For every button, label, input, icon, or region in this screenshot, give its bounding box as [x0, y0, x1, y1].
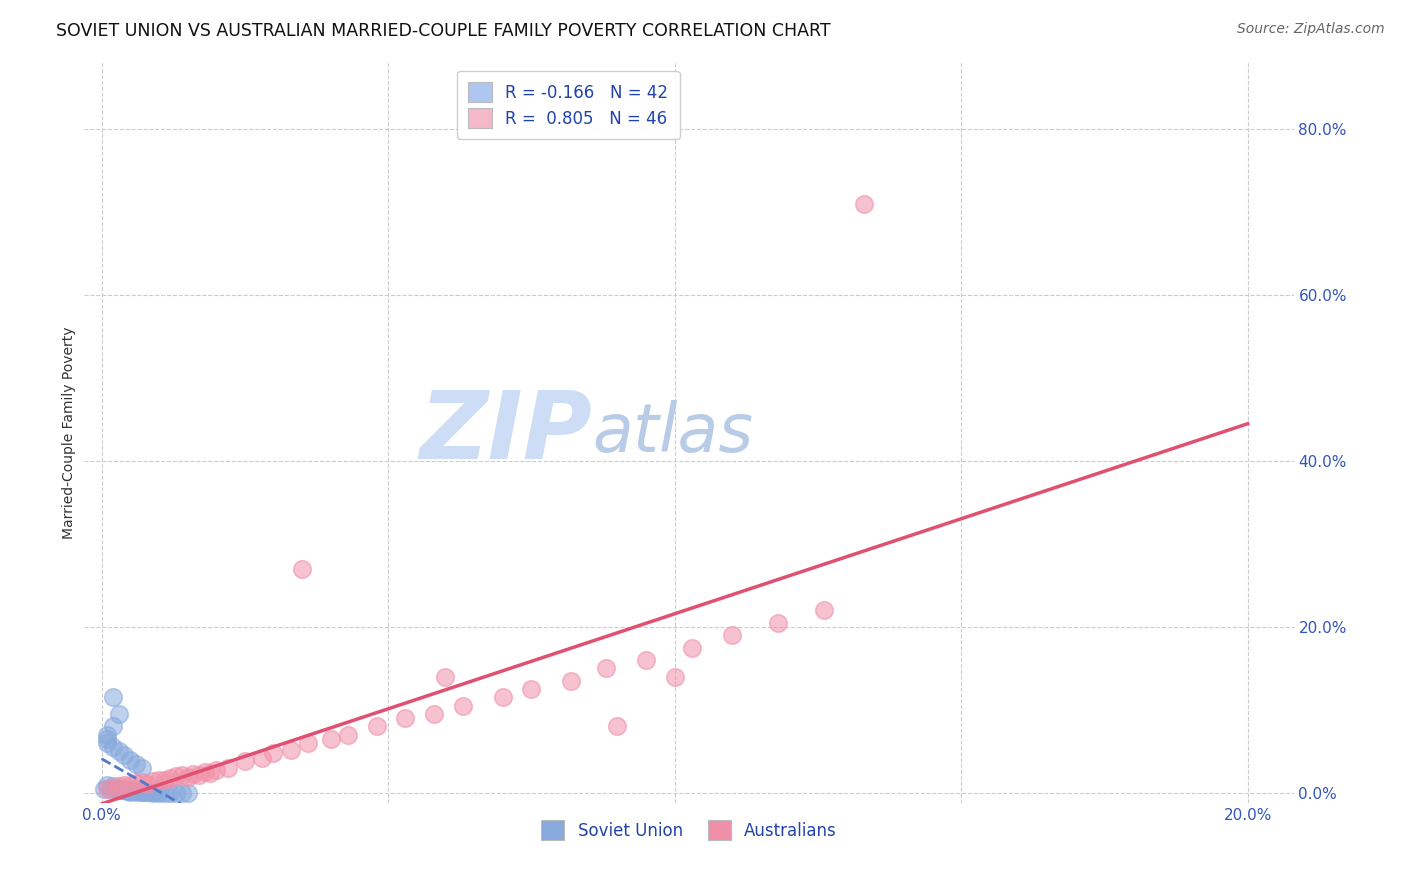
Point — [120, 753, 142, 767]
Point — [681, 640, 703, 655]
Point — [176, 770, 198, 784]
Point — [520, 682, 543, 697]
Point — [813, 603, 835, 617]
Point — [120, 778, 142, 792]
Point — [394, 711, 416, 725]
Point — [170, 786, 193, 800]
Point — [125, 776, 148, 790]
Point — [107, 779, 129, 793]
Point — [153, 786, 176, 800]
Point — [120, 784, 142, 798]
Point — [159, 771, 181, 785]
Point — [153, 772, 176, 787]
Point — [136, 785, 159, 799]
Point — [131, 785, 153, 799]
Text: atlas: atlas — [592, 400, 754, 466]
Point — [595, 661, 617, 675]
Text: Source: ZipAtlas.com: Source: ZipAtlas.com — [1237, 22, 1385, 37]
Point — [101, 690, 124, 705]
Point — [434, 670, 457, 684]
Point — [131, 761, 153, 775]
Point — [125, 785, 148, 799]
Point — [606, 719, 628, 733]
Point — [200, 766, 222, 780]
Point — [423, 706, 446, 721]
Point — [634, 653, 657, 667]
Point — [131, 785, 153, 799]
Point — [125, 784, 148, 798]
Point — [165, 786, 187, 800]
Point — [217, 761, 239, 775]
Text: SOVIET UNION VS AUSTRALIAN MARRIED-COUPLE FAMILY POVERTY CORRELATION CHART: SOVIET UNION VS AUSTRALIAN MARRIED-COUPL… — [56, 22, 831, 40]
Point — [110, 783, 132, 797]
Point — [170, 767, 193, 781]
Point — [176, 786, 198, 800]
Point — [263, 746, 285, 760]
Point — [101, 740, 124, 755]
Point — [159, 786, 181, 800]
Point — [131, 775, 153, 789]
Point — [120, 785, 142, 799]
Point — [181, 766, 204, 780]
Point — [114, 783, 136, 797]
Point — [96, 736, 118, 750]
Point — [142, 786, 165, 800]
Point — [96, 731, 118, 746]
Point — [125, 756, 148, 771]
Point — [451, 698, 474, 713]
Point — [114, 748, 136, 763]
Point — [188, 768, 211, 782]
Point — [319, 731, 342, 746]
Point — [101, 719, 124, 733]
Point — [250, 751, 273, 765]
Point — [96, 781, 118, 796]
Point — [117, 784, 139, 798]
Point — [664, 670, 686, 684]
Point — [852, 196, 875, 211]
Point — [766, 615, 789, 630]
Point — [148, 786, 170, 800]
Point — [107, 781, 129, 796]
Point — [114, 778, 136, 792]
Point — [136, 785, 159, 799]
Point — [93, 781, 115, 796]
Point — [194, 765, 217, 780]
Point — [120, 783, 142, 797]
Point — [148, 785, 170, 799]
Point — [96, 728, 118, 742]
Point — [107, 706, 129, 721]
Point — [104, 781, 127, 796]
Point — [297, 736, 319, 750]
Point — [492, 690, 515, 705]
Point — [98, 781, 121, 796]
Point — [101, 779, 124, 793]
Point — [107, 783, 129, 797]
Point — [560, 673, 582, 688]
Point — [101, 780, 124, 795]
Point — [233, 754, 256, 768]
Point — [148, 773, 170, 788]
Point — [291, 562, 314, 576]
Legend: Soviet Union, Australians: Soviet Union, Australians — [534, 814, 844, 847]
Point — [366, 719, 388, 733]
Point — [96, 778, 118, 792]
Y-axis label: Married-Couple Family Poverty: Married-Couple Family Poverty — [62, 326, 76, 539]
Point — [205, 763, 228, 777]
Point — [280, 742, 302, 756]
Point — [114, 782, 136, 797]
Text: ZIP: ZIP — [419, 386, 592, 479]
Point — [107, 744, 129, 758]
Point — [336, 728, 359, 742]
Point — [721, 628, 744, 642]
Point — [131, 784, 153, 798]
Point — [136, 777, 159, 791]
Point — [165, 769, 187, 783]
Point — [142, 785, 165, 799]
Point — [142, 774, 165, 789]
